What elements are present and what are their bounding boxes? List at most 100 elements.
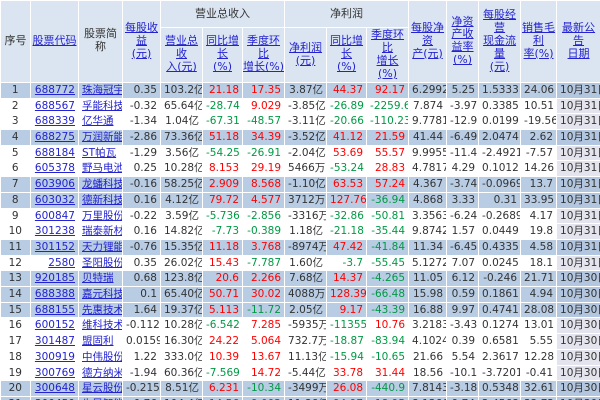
cell-code[interactable]: 600847 xyxy=(30,208,79,225)
cell-code[interactable]: 920185 xyxy=(30,270,79,288)
name-link[interactable]: 万润新能 xyxy=(82,130,123,143)
name-link[interactable]: 中伟股份 xyxy=(82,350,123,363)
cell-name[interactable]: 万里股份 xyxy=(78,208,123,225)
name-link[interactable]: 德方纳米 xyxy=(82,366,123,379)
name-link[interactable]: 维科技术 xyxy=(82,319,123,332)
cell-name[interactable]: 天力锂能 xyxy=(78,239,123,256)
cell-name[interactable]: 野马电池 xyxy=(78,160,123,178)
code-link[interactable]: 600847 xyxy=(34,209,75,222)
cell-name[interactable]: 万润新能 xyxy=(78,129,123,146)
cell-margin: 24.06 xyxy=(520,82,558,99)
cell-name[interactable]: 孚能科技 xyxy=(78,98,123,115)
cell-name[interactable]: 先惠技术 xyxy=(78,302,123,319)
name-link[interactable]: 盟固利 xyxy=(82,335,114,348)
code-link[interactable]: 300648 xyxy=(34,382,75,395)
cell-name[interactable]: 星云股份 xyxy=(78,380,123,397)
cell-code[interactable]: 300919 xyxy=(30,349,79,366)
header-roe[interactable]: 净资产收 益率(%) xyxy=(446,0,480,83)
header-revenue[interactable]: 营业总收 入(元) xyxy=(160,27,203,83)
cell-code[interactable]: 600152 xyxy=(30,317,79,335)
cell-code[interactable]: 300769 xyxy=(30,365,79,382)
cell-name[interactable]: 龙蟠科技 xyxy=(78,176,123,193)
header-profit-qoq[interactable]: 季度环比 增长(%) xyxy=(366,27,410,83)
name-link[interactable]: 珠海冠宇 xyxy=(82,83,123,96)
name-link[interactable]: 嘉元科技 xyxy=(82,288,123,301)
cell-code[interactable]: 688388 xyxy=(30,286,79,303)
cell-name[interactable]: 德方纳米 xyxy=(78,365,123,382)
name-link[interactable]: 德新科技 xyxy=(82,193,123,206)
code-link[interactable]: 301238 xyxy=(34,225,75,238)
code-link[interactable]: 605378 xyxy=(34,162,75,175)
header-revenue-yoy[interactable]: 同比增长 (%) xyxy=(202,27,243,83)
name-link[interactable]: 先惠技术 xyxy=(82,303,123,316)
cell-name[interactable]: 盟固利 xyxy=(78,333,123,350)
name-link[interactable]: 亿华通 xyxy=(82,115,114,128)
cell-name[interactable]: 贝特瑞 xyxy=(78,270,123,288)
code-link[interactable]: 920185 xyxy=(34,272,75,285)
cell-code[interactable]: 688184 xyxy=(30,145,79,162)
header-profit-yoy[interactable]: 同比增长 (%) xyxy=(326,27,368,83)
cell-name[interactable]: 中伟股份 xyxy=(78,349,123,366)
code-link[interactable]: 688275 xyxy=(34,130,75,143)
header-revenue-qoq[interactable]: 季度环比 增长(%) xyxy=(241,27,286,83)
cell-code[interactable]: 2580 xyxy=(30,255,79,272)
code-link[interactable]: 300769 xyxy=(34,366,75,379)
header-eps[interactable]: 每股收益 (元) xyxy=(122,0,161,83)
header-bps[interactable]: 每股净资 产(元) xyxy=(408,0,448,83)
code-link[interactable]: 600152 xyxy=(34,319,75,332)
name-link[interactable]: 万里股份 xyxy=(82,209,123,222)
cell-code[interactable]: 603032 xyxy=(30,192,79,209)
header-gross-margin[interactable]: 销售毛利 率(%) xyxy=(520,0,558,83)
header-ocf[interactable]: 每股经营 现金流量 (元) xyxy=(478,0,522,83)
cell-name[interactable]: 先导智能 xyxy=(78,396,123,400)
header-stock-code[interactable]: 股票代码 xyxy=(30,0,79,83)
cell-name[interactable]: 圣阳股份 xyxy=(78,255,123,272)
code-link[interactable]: 688388 xyxy=(34,288,75,301)
cell-code[interactable]: 688339 xyxy=(30,113,79,130)
name-link[interactable]: 星云股份 xyxy=(82,382,123,395)
header-announce-date[interactable]: 最新公告 日期 xyxy=(556,0,600,83)
code-link[interactable]: 688155 xyxy=(34,303,75,316)
code-link[interactable]: 301152 xyxy=(34,240,75,253)
code-link[interactable]: 603032 xyxy=(34,193,75,206)
name-link[interactable]: 先导智能 xyxy=(82,398,122,400)
code-link[interactable]: 688339 xyxy=(34,115,75,128)
table-row: 5 688184 ST帕瓦 -1.29 3.56亿 -54.25 -26.91 -2.04亿 5… xyxy=(0,145,600,162)
cell-name[interactable]: 嘉元科技 xyxy=(78,286,123,303)
code-link[interactable]: 301487 xyxy=(34,335,75,348)
code-link[interactable]: 300919 xyxy=(34,350,75,363)
code-link[interactable]: 688184 xyxy=(34,146,75,159)
cell-code[interactable]: 688772 xyxy=(30,82,79,99)
name-link[interactable]: 龙蟠科技 xyxy=(82,178,123,191)
code-link[interactable]: 688567 xyxy=(34,99,75,112)
cell-code[interactable]: 603906 xyxy=(30,176,79,193)
name-link[interactable]: 天力锂能 xyxy=(82,240,123,253)
cell-name[interactable]: 维科技术 xyxy=(78,317,123,335)
cell-name[interactable]: 亿华通 xyxy=(78,113,123,130)
cell-code[interactable]: 301487 xyxy=(30,333,79,350)
cell-name[interactable]: 珠海冠宇 xyxy=(78,82,123,99)
cell-code[interactable]: 688155 xyxy=(30,302,79,319)
cell-code[interactable]: 300648 xyxy=(30,380,79,397)
name-link[interactable]: 圣阳股份 xyxy=(82,256,123,269)
name-link[interactable]: ST帕瓦 xyxy=(82,146,117,159)
cell-code[interactable]: 605378 xyxy=(30,160,79,178)
code-link[interactable]: 2580 xyxy=(48,256,75,269)
cell-name[interactable]: 德新科技 xyxy=(78,192,123,209)
code-link[interactable]: 603906 xyxy=(34,178,75,191)
name-link[interactable]: 瑞泰新材 xyxy=(82,225,123,238)
header-profit[interactable]: 净利润 (元) xyxy=(284,27,328,83)
cell-code[interactable]: 301238 xyxy=(30,223,79,240)
cell-code[interactable]: 688275 xyxy=(30,129,79,146)
cell-code[interactable]: 300450 xyxy=(30,396,79,400)
name-link[interactable]: 贝特瑞 xyxy=(82,272,114,285)
code-link[interactable]: 300450 xyxy=(35,398,75,400)
code-link[interactable]: 688772 xyxy=(34,83,75,96)
cell-code[interactable]: 688567 xyxy=(30,98,79,115)
cell-code[interactable]: 301152 xyxy=(30,239,79,256)
cell-name[interactable]: 瑞泰新材 xyxy=(78,223,123,240)
cell-name[interactable]: ST帕瓦 xyxy=(78,145,123,162)
name-link[interactable]: 孚能科技 xyxy=(82,99,123,112)
name-link[interactable]: 野马电池 xyxy=(82,162,123,175)
cell-revenue: 10.28亿 xyxy=(160,160,203,178)
